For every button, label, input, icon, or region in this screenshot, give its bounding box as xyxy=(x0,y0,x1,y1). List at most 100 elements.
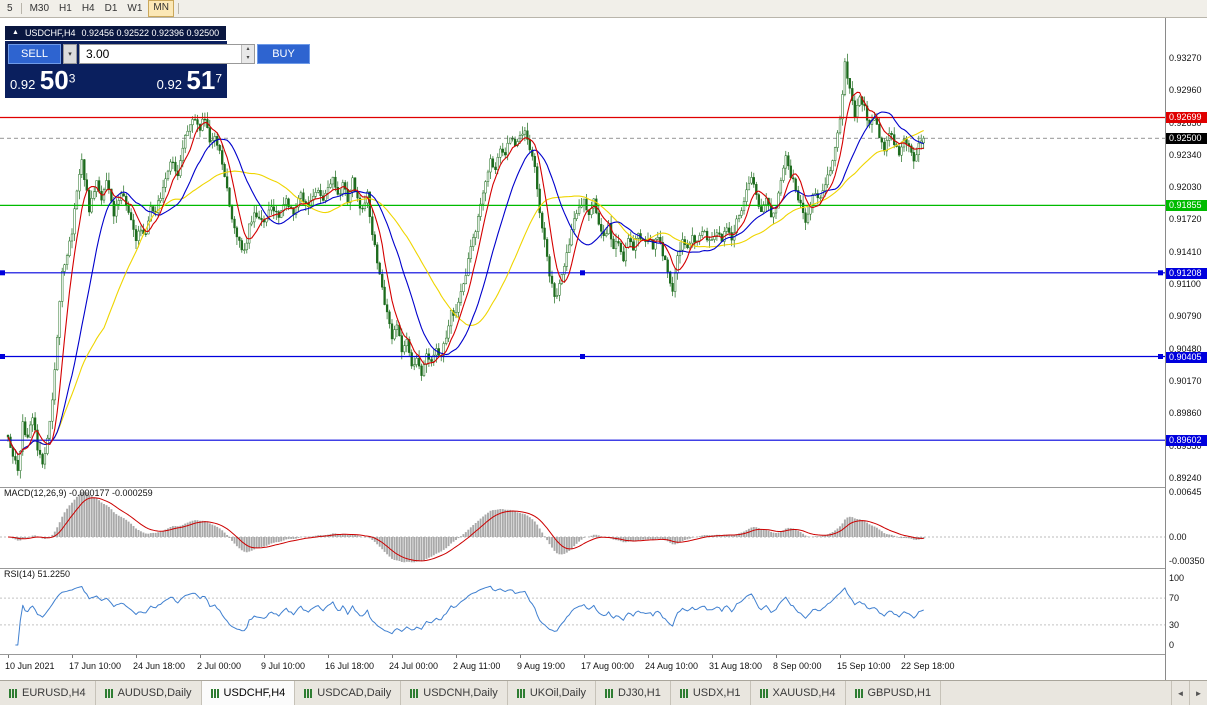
timeframe-button-d1[interactable]: D1 xyxy=(104,3,118,14)
chart-tab-label: USDCAD,Daily xyxy=(317,687,392,699)
toolbar-separator xyxy=(20,3,22,14)
timeframe-button-h4[interactable]: H4 xyxy=(81,3,95,14)
chart-icon xyxy=(759,688,768,698)
chart-tab-label: GBPUSD,H1 xyxy=(867,687,932,699)
chart-icon xyxy=(679,688,688,698)
time-tick-label: 9 Aug 19:00 xyxy=(517,661,566,671)
volume-dropdown-button[interactable]: ▾ xyxy=(63,44,77,64)
axis-tick-label: 0.00645 xyxy=(1169,487,1202,497)
chart-tab-label: USDX,H1 xyxy=(692,687,741,699)
time-tick-mark xyxy=(328,655,329,658)
axis-tick-label: 0.92650 xyxy=(1169,118,1202,128)
volume-field: ▴ ▾ xyxy=(79,44,255,64)
sell-button[interactable]: SELL xyxy=(8,44,61,64)
axis-tick-label: 70 xyxy=(1169,593,1180,603)
chart-tab-eurusd[interactable]: EURUSD,H4 xyxy=(0,681,96,705)
time-tick-label: 31 Aug 18:00 xyxy=(709,661,763,671)
current-price-badge: 0.92500 xyxy=(1166,133,1207,144)
time-tick-label: 15 Sep 10:00 xyxy=(837,661,891,671)
axis-tick-label: 0.89860 xyxy=(1169,408,1202,418)
axis-tick-label: 0 xyxy=(1169,640,1175,650)
time-tick-label: 24 Jul 00:00 xyxy=(389,661,439,671)
price-line-badge: 0.91208 xyxy=(1166,268,1207,279)
chart-tab-gbpusd[interactable]: GBPUSD,H1 xyxy=(846,681,942,705)
axis-tick-label: 0.89550 xyxy=(1169,441,1202,451)
axis-tick-label: -0.00350 xyxy=(1169,556,1205,566)
time-tick-label: 2 Aug 11:00 xyxy=(453,661,501,671)
time-tick-label: 9 Jul 10:00 xyxy=(261,661,306,671)
time-tick-mark xyxy=(136,655,137,658)
chart-icon xyxy=(304,688,313,698)
axis-tick-label: 0.92030 xyxy=(1169,182,1202,192)
time-tick-label: 24 Aug 10:00 xyxy=(645,661,699,671)
time-tick-label: 17 Jun 10:00 xyxy=(69,661,122,671)
price-line-badge: 0.92699 xyxy=(1166,112,1207,123)
time-tick-mark xyxy=(520,655,521,658)
axis-tick-label: 0.89240 xyxy=(1169,473,1202,483)
volume-input[interactable] xyxy=(80,45,241,63)
chart-tab-xauusd[interactable]: XAUUSD,H4 xyxy=(751,681,846,705)
collapse-panel-icon[interactable]: ▲ xyxy=(12,29,19,36)
time-tick-mark xyxy=(776,655,777,658)
sell-price[interactable]: 0.92 503 xyxy=(10,65,76,95)
timeframe-button-mn[interactable]: MN xyxy=(148,0,174,17)
toolbar-separator xyxy=(177,3,179,14)
macd-title: MACD(12,26,9) -0.000177 -0.000259 xyxy=(4,488,153,498)
chart-tab-label: USDCNH,Daily xyxy=(423,687,498,699)
chart-icon xyxy=(210,688,219,698)
time-tick-mark xyxy=(584,655,585,658)
chart-icon xyxy=(854,688,863,698)
price-line-badge: 0.91855 xyxy=(1166,200,1207,211)
time-tick-label: 2 Jul 00:00 xyxy=(197,661,242,671)
time-axis[interactable]: 10 Jun 2021 17 Jun 10:00 24 Jun 18:00 2 Jul… xyxy=(0,655,1165,680)
axis-tick-label: 0.92960 xyxy=(1169,85,1202,95)
chart-tab-usdx[interactable]: USDX,H1 xyxy=(671,681,751,705)
chart-tab-usdchf[interactable]: USDCHF,H4 xyxy=(201,681,296,705)
buy-price[interactable]: 0.92 517 xyxy=(156,65,222,95)
timeframe-button-m30[interactable]: M30 xyxy=(29,3,50,14)
volume-increase-button[interactable]: ▴ xyxy=(242,45,254,54)
axis-tick-label: 0.92340 xyxy=(1169,150,1202,160)
time-tick-mark xyxy=(392,655,393,658)
time-tick-mark xyxy=(712,655,713,658)
chart-icon xyxy=(516,688,525,698)
time-tick-mark xyxy=(904,655,905,658)
time-tick-label: 17 Aug 00:00 xyxy=(581,661,635,671)
axis-separator xyxy=(1165,18,1166,680)
buy-button[interactable]: BUY xyxy=(257,44,310,64)
axis-tick-label: 0.91100 xyxy=(1169,279,1201,289)
time-tick-label: 10 Jun 2021 xyxy=(5,661,55,671)
chart-tab-ukoil[interactable]: UKOil,Daily xyxy=(508,681,597,705)
chart-tab-label: DJ30,H1 xyxy=(618,687,661,699)
time-tick-mark xyxy=(200,655,201,658)
chart-tab-dj30[interactable]: DJ30,H1 xyxy=(596,681,671,705)
chart-tab-usdcad[interactable]: USDCAD,Daily xyxy=(295,681,402,705)
chart-tab-usdcnh[interactable]: USDCNH,Daily xyxy=(401,681,508,705)
axis-tick-label: 0.91720 xyxy=(1169,214,1202,224)
chart-tab-label: UKOil,Daily xyxy=(529,687,587,699)
timeframe-button-5[interactable]: 5 xyxy=(7,3,13,14)
time-tick-label: 22 Sep 18:00 xyxy=(901,661,955,671)
chart-icon xyxy=(410,688,419,698)
axis-tick-label: 30 xyxy=(1169,620,1180,630)
volume-decrease-button[interactable]: ▾ xyxy=(242,54,254,63)
axis-tick-label: 0.91410 xyxy=(1169,247,1202,257)
axis-tick-label: 0.90170 xyxy=(1169,376,1202,386)
chart-tab-label: EURUSD,H4 xyxy=(22,687,86,699)
chart-tab-label: XAUUSD,H4 xyxy=(772,687,836,699)
chart-canvas[interactable] xyxy=(0,18,1165,655)
tab-scroll-right-button[interactable]: ► xyxy=(1189,681,1207,705)
tabbar-spacer xyxy=(941,681,1171,705)
chart-icon xyxy=(605,688,614,698)
tab-scroll-left-button[interactable]: ◄ xyxy=(1171,681,1189,705)
price-axis[interactable]: 0.93270 0.92960 0.92650 0.92340 0.92030 0.917… xyxy=(1166,18,1207,655)
bottom-tab-bar: EURUSD,H4 AUDUSD,Daily USDCHF,H4 USDCAD,Dai… xyxy=(0,680,1207,705)
chart-symbol-label: USDCHF,H4 xyxy=(24,28,76,38)
timeframe-button-h1[interactable]: H1 xyxy=(59,3,72,14)
price-line-badge: 0.90405 xyxy=(1166,352,1207,363)
axis-tick-label: 0.00 xyxy=(1169,532,1187,542)
chart-tab-audusd[interactable]: AUDUSD,Daily xyxy=(96,681,202,705)
time-tick-label: 24 Jun 18:00 xyxy=(133,661,186,671)
axis-tick-label: 0.90480 xyxy=(1169,344,1202,354)
timeframe-button-w1[interactable]: W1 xyxy=(127,3,143,14)
